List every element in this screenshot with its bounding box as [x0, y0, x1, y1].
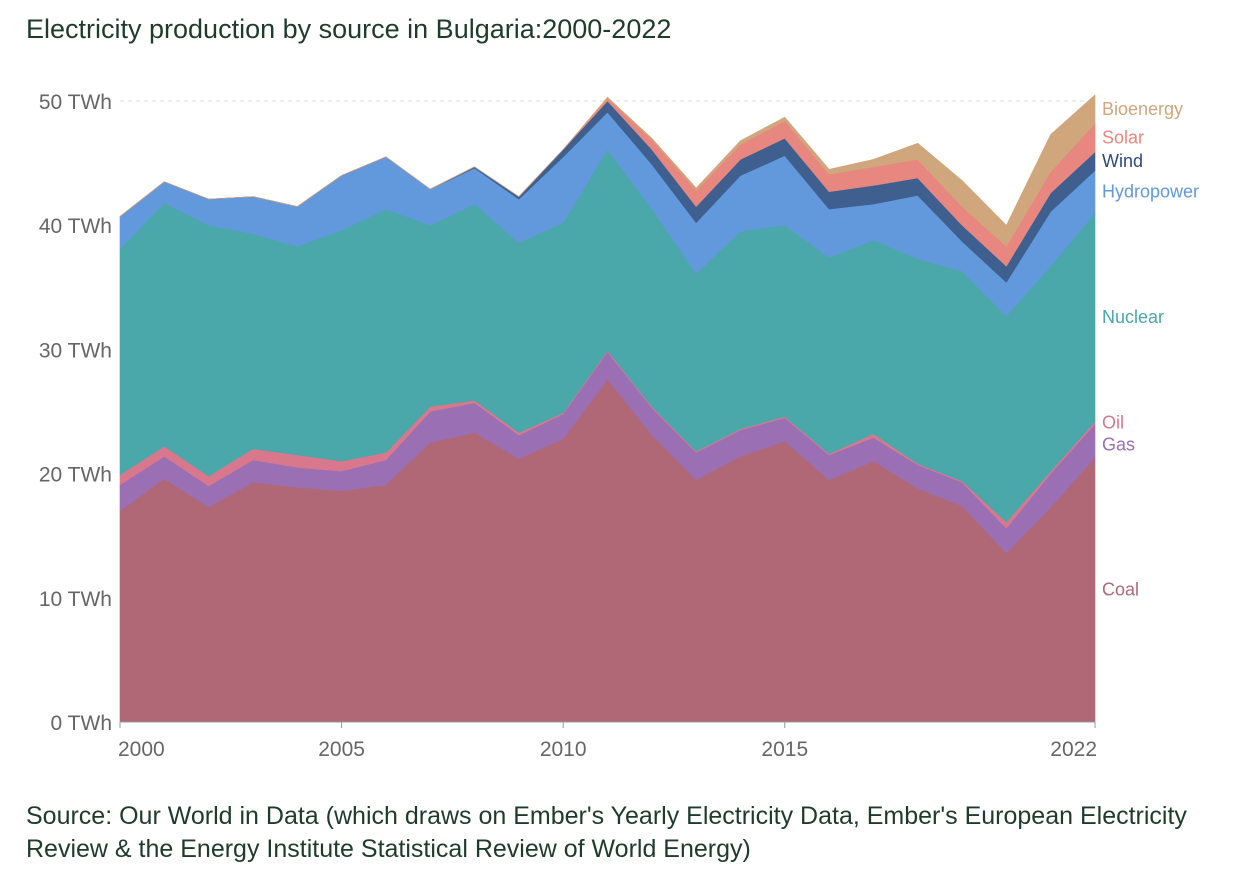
area-series	[119, 94, 1096, 723]
stacked-area-chart: 0 TWh 10 TWh 20 TWh 30 TWh 40 TWh 50 TWh 2000 2…	[39, 91, 1199, 761]
y-tick-label: 20 TWh	[39, 464, 112, 487]
x-tick-label: 2010	[540, 738, 587, 761]
chart-title: Electricity production by source in Bulg…	[26, 14, 672, 44]
source-note: Source: Our World in Data (which draws o…	[26, 802, 1187, 863]
x-tick-label: 2000	[118, 738, 165, 761]
legend-hydropower: Hydropower	[1102, 182, 1199, 202]
legend-coal: Coal	[1102, 580, 1139, 600]
legend-solar: Solar	[1102, 128, 1144, 148]
y-tick-label: 50 TWh	[39, 91, 112, 114]
axes: 0 TWh 10 TWh 20 TWh 30 TWh 40 TWh 50 TWh 2000 2…	[39, 91, 1097, 761]
x-tick-label: 2022	[1050, 738, 1097, 761]
legend-oil: Oil	[1102, 413, 1124, 433]
legend: Bioenergy Solar Wind Hydropower Nuclear OilGa…	[1102, 99, 1199, 600]
area-bioenergy	[119, 94, 1096, 247]
legend-nuclear: Nuclear	[1102, 307, 1164, 327]
legend-wind: Wind	[1102, 151, 1143, 171]
x-tick-label: 2005	[318, 738, 365, 761]
y-tick-label: 10 TWh	[39, 588, 112, 611]
x-tick-label: 2015	[761, 738, 808, 761]
y-tick-label: 40 TWh	[39, 215, 112, 238]
legend-bioenergy: Bioenergy	[1102, 99, 1183, 119]
y-tick-label: 0 TWh	[51, 712, 112, 735]
y-tick-label: 30 TWh	[39, 339, 112, 362]
legend-gas: Gas	[1102, 435, 1135, 455]
